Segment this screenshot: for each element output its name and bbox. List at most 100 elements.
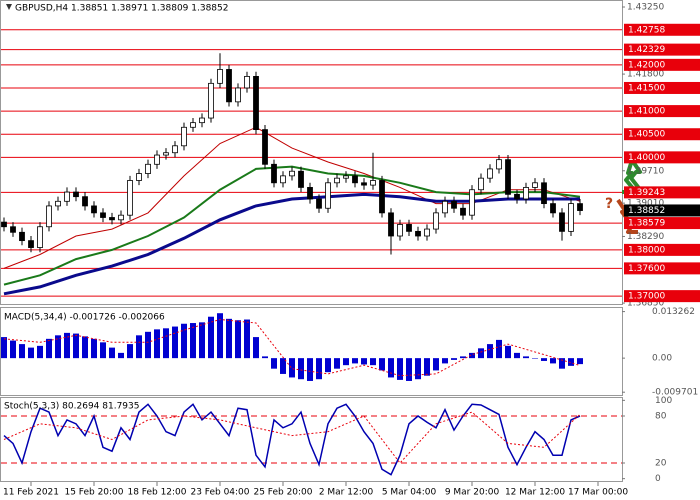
- level-label-bg: [624, 81, 700, 94]
- x-tick-label: 11 Feb 2021: [3, 488, 59, 498]
- candle-body: [244, 76, 250, 89]
- y-tick-label: 1.41800: [627, 70, 664, 80]
- title-icon: [6, 4, 12, 10]
- macd-bar: [82, 336, 88, 359]
- candle-body: [478, 177, 484, 191]
- level-label-bg: [624, 43, 700, 56]
- candle-body: [280, 175, 286, 184]
- candle-body: [334, 177, 340, 184]
- candle-body: [442, 200, 448, 214]
- macd-bar: [487, 344, 493, 359]
- macd-bar: [334, 358, 340, 369]
- candle-body: [190, 122, 196, 128]
- level-label-bg: [624, 151, 700, 164]
- macd-bar: [55, 335, 61, 359]
- macd-signal: [3, 318, 581, 377]
- candle-body: [118, 214, 124, 221]
- macd-bar: [289, 358, 295, 378]
- macd-bar: [19, 344, 25, 359]
- level-label: 1.41000: [628, 107, 665, 117]
- candle-body: [505, 159, 511, 195]
- macd-bar: [343, 358, 349, 366]
- candle-body: [226, 69, 232, 103]
- level-label-bg: [624, 128, 700, 141]
- macd-bar: [298, 358, 304, 380]
- macd-bar: [505, 345, 511, 359]
- macd-bar: [208, 316, 214, 359]
- moving-average: [3, 126, 581, 269]
- macd-bar: [253, 337, 259, 359]
- level-label: 1.38579: [628, 219, 665, 229]
- candle-body: [514, 193, 520, 200]
- candle-body: [298, 170, 304, 188]
- stoch-signal: [3, 411, 581, 464]
- macd-bar: [397, 358, 403, 380]
- level-label-bg: [624, 243, 700, 256]
- macd-bar: [118, 352, 124, 359]
- macd-bar: [388, 358, 394, 378]
- macd-bar: [370, 358, 376, 366]
- macd-bar: [424, 358, 430, 376]
- x-tick-label: 15 Feb 20:00: [64, 488, 123, 498]
- candle-body: [433, 212, 439, 230]
- level-label: 1.37000: [628, 292, 665, 302]
- macd-bar: [190, 323, 196, 359]
- x-tick-label: 23 Feb 04:00: [190, 488, 249, 498]
- candle-body: [253, 76, 259, 131]
- candle-body: [532, 182, 538, 188]
- candle-body: [64, 191, 70, 202]
- candle-body: [289, 170, 295, 177]
- stoch-panel: [0, 397, 623, 482]
- candle-body: [415, 230, 421, 237]
- level-label: 1.42329: [628, 45, 665, 55]
- candle-body: [208, 82, 214, 119]
- macd-bar: [307, 358, 313, 381]
- macd-bar: [199, 322, 205, 359]
- stoch-main: [3, 403, 581, 476]
- macd-bar: [523, 356, 529, 359]
- macd-bar: [559, 358, 565, 369]
- candle-body: [325, 182, 331, 209]
- macd-bar: [154, 329, 160, 359]
- candle-body: [82, 196, 88, 207]
- macd-bar: [514, 352, 520, 359]
- macd-bar: [127, 344, 133, 359]
- chart-title: GBPUSD,H4 1.38851 1.38971 1.38809 1.3885…: [15, 4, 228, 14]
- level-label-bg: [624, 290, 700, 303]
- candle-body: [73, 191, 79, 198]
- y-tick-label: 1.38290: [627, 232, 664, 242]
- candle-body: [235, 87, 241, 103]
- candle-body: [1, 221, 7, 228]
- macd-bar: [406, 358, 412, 381]
- macd-bar: [577, 358, 583, 365]
- candle-body: [154, 154, 160, 165]
- candle-body: [91, 205, 97, 214]
- candle-body: [145, 163, 151, 174]
- candle-body: [46, 205, 52, 228]
- candle-body: [352, 175, 358, 184]
- level-label: 1.39243: [628, 188, 665, 198]
- y-tick-label: 1.43250: [627, 3, 664, 13]
- macd-bar: [550, 358, 556, 364]
- candle-body: [181, 126, 187, 147]
- level-label: 1.42758: [628, 25, 665, 35]
- y-tick-label: -0.009701: [652, 388, 698, 398]
- level-label: 1.38000: [628, 245, 665, 255]
- y-tick-label: 1.39010: [627, 199, 664, 209]
- macd-bar: [100, 342, 106, 359]
- y-tick-label: 0: [655, 474, 661, 484]
- macd-bar: [325, 358, 331, 373]
- x-tick-label: 5 Mar 04:00: [382, 488, 437, 498]
- macd-bar: [28, 347, 34, 359]
- candle-body: [568, 203, 574, 232]
- level-label-bg: [624, 217, 700, 230]
- macd-bar: [235, 320, 241, 359]
- candle-body: [28, 240, 34, 248]
- level-label: 1.40500: [628, 130, 665, 140]
- candle-body: [388, 212, 394, 237]
- y-tick-label: 100: [655, 396, 672, 406]
- question-mark: ?: [605, 196, 613, 212]
- macd-bar: [478, 348, 484, 359]
- candle-body: [541, 182, 547, 205]
